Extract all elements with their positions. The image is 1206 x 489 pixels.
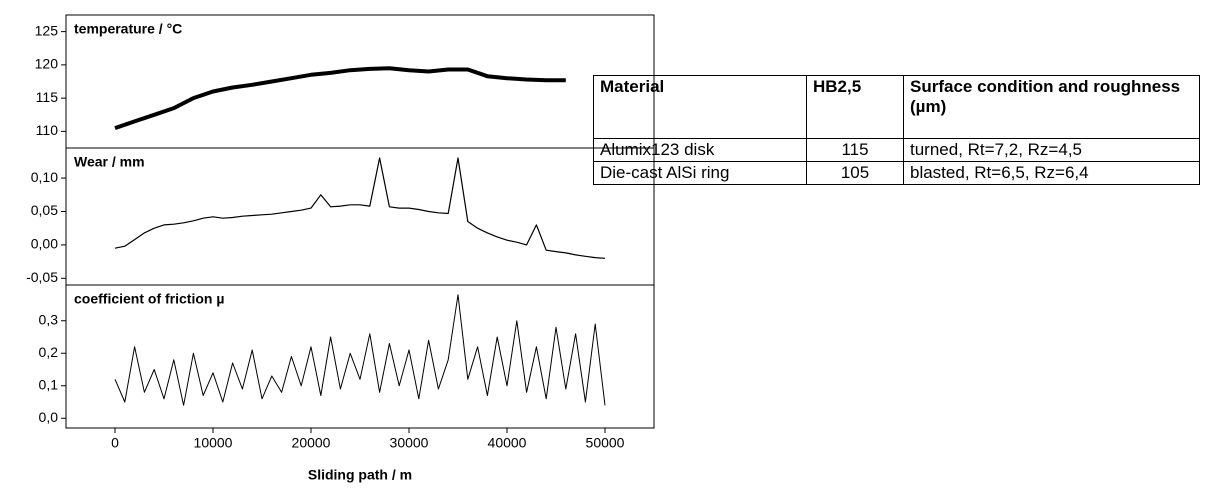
y-tick-label: 115 [36,89,59,105]
x-tick-label: 20000 [292,435,331,451]
cell: Die-cast AlSi ring [593,161,807,185]
y-tick-label: 125 [35,22,59,38]
x-tick-label: 50000 [586,435,625,451]
panel-title: temperature / °C [74,21,182,37]
header-cell: HB2,5 [806,75,904,139]
cell: blasted, Rt=6,5, Rz=6,4 [903,161,1200,185]
data-line [114,157,606,259]
y-tick-label: 0,3 [39,311,59,327]
y-tick-label: 120 [35,56,59,72]
y-tick-label: 0,1 [39,376,59,392]
header-cell: Material [593,75,807,139]
header-cell: Surface condition and roughness (µm) [903,75,1200,139]
y-tick-label: 0,2 [39,344,59,360]
material-table: Material HB2,5 Surface condition and rou… [593,75,1200,185]
x-tick-label: 10000 [194,435,233,451]
y-tick-label: 110 [36,122,59,138]
panel-title: Wear / mm [74,154,145,170]
cell: Alumix123 disk [593,138,807,162]
x-tick-label: 30000 [390,435,429,451]
panel-title: coefficient of friction µ [74,291,224,307]
table-row: Alumix123 disk 115 turned, Rt=7,2, Rz=4,… [593,138,1200,162]
y-tick-label: 0,05 [31,202,58,218]
data-line [114,66,566,130]
panel-frame [65,284,655,429]
y-tick-label: 0,0 [39,409,59,425]
x-axis-label: Sliding path / m [308,467,412,483]
y-tick-label: 0,10 [31,169,58,185]
x-tick-label: 40000 [488,435,527,451]
x-tick-label: 0 [111,435,119,451]
cell: turned, Rt=7,2, Rz=4,5 [903,138,1200,162]
panel-frame [65,147,655,286]
table-header: Material HB2,5 Surface condition and rou… [593,75,1200,139]
table-row: Die-cast AlSi ring 105 blasted, Rt=6,5, … [593,161,1200,185]
cell: 105 [806,161,904,185]
y-tick-label: 0,00 [31,236,58,252]
y-tick-label: -0,05 [26,269,58,285]
data-line [114,294,606,406]
cell: 115 [806,138,904,162]
